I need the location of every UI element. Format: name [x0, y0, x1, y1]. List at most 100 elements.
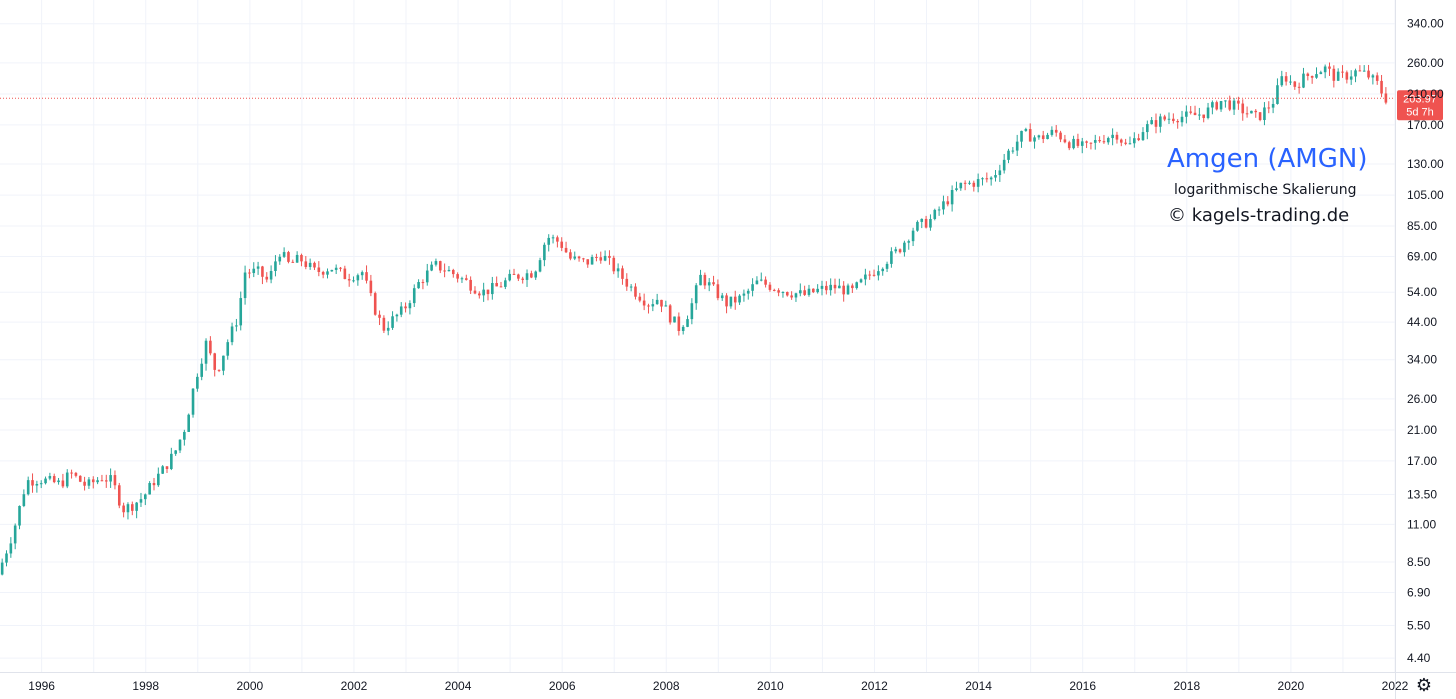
- candle-body: [1159, 116, 1162, 127]
- candle-body: [1085, 141, 1088, 143]
- candle-body: [1241, 103, 1245, 114]
- candle-body: [386, 327, 390, 331]
- candle-body: [465, 278, 468, 280]
- candle-body: [443, 270, 446, 272]
- candle-body: [1133, 138, 1136, 144]
- candle-body: [976, 179, 980, 187]
- chart-copyright: © kagels-trading.de: [1168, 205, 1350, 226]
- candle-body: [1185, 111, 1188, 117]
- candle-body: [9, 543, 13, 554]
- candle-body: [1089, 142, 1093, 144]
- candle-body: [148, 483, 151, 495]
- candle-body: [677, 316, 681, 332]
- candle-body: [1067, 142, 1071, 149]
- y-tick-label: 44.00: [1407, 315, 1437, 329]
- candle-body: [1050, 129, 1054, 135]
- candle-body: [65, 472, 69, 487]
- candle-body: [1111, 134, 1114, 139]
- candle-body: [642, 300, 646, 306]
- candle-body: [599, 257, 603, 261]
- candle-body: [61, 480, 65, 487]
- candle-body: [317, 267, 321, 272]
- candle-body: [625, 278, 629, 287]
- candle-body: [838, 285, 841, 289]
- candle-body: [1098, 140, 1101, 142]
- candle-body: [451, 269, 455, 275]
- candle-body: [495, 283, 498, 287]
- candle-body: [729, 296, 733, 307]
- candle-body: [1319, 72, 1323, 75]
- candle-body: [1280, 76, 1284, 86]
- candle-body: [1198, 114, 1201, 116]
- candle-body: [929, 218, 932, 228]
- candle-body: [1358, 70, 1362, 72]
- candle-body: [673, 316, 676, 323]
- candle-body: [586, 259, 590, 265]
- candle-body: [595, 256, 598, 258]
- x-tick-label: 2018: [1173, 679, 1200, 693]
- candle-body: [347, 279, 351, 281]
- candle-body: [903, 242, 906, 253]
- candle-body: [569, 252, 572, 259]
- candle-body: [399, 306, 403, 315]
- candle-body: [360, 272, 364, 276]
- candle-body: [178, 439, 182, 451]
- candle-body: [308, 262, 312, 267]
- candle-body: [1124, 142, 1127, 144]
- y-tick-label: 26.00: [1407, 392, 1437, 406]
- candle-body: [1367, 70, 1370, 78]
- candle-body: [694, 285, 698, 304]
- candle-body: [139, 499, 143, 503]
- y-tick-label: 69.00: [1407, 249, 1437, 263]
- candle-body: [924, 218, 928, 228]
- candle-body: [1189, 111, 1192, 113]
- candle-body: [1254, 110, 1258, 113]
- candle-body: [582, 258, 585, 260]
- candle-body: [157, 473, 160, 486]
- candle-body: [165, 466, 169, 470]
- candle-body: [1289, 81, 1292, 83]
- x-tick-label: 2004: [445, 679, 472, 693]
- candle-body: [720, 295, 724, 299]
- x-tick-label: 2000: [236, 679, 263, 693]
- candle-body: [473, 290, 477, 294]
- candle-body: [278, 256, 282, 262]
- candle-body: [1202, 114, 1206, 119]
- candle-body: [508, 273, 511, 281]
- candle-body: [122, 505, 125, 513]
- candle-body: [104, 480, 108, 482]
- x-tick-label: 2012: [861, 679, 888, 693]
- gear-icon[interactable]: ⚙: [1415, 675, 1433, 696]
- candle-body: [1323, 66, 1327, 73]
- candle-body: [1375, 75, 1379, 81]
- candle-body: [491, 283, 494, 295]
- candle-body: [655, 299, 659, 305]
- candle-body: [877, 271, 880, 276]
- candle-body: [352, 280, 355, 282]
- candle-body: [39, 483, 43, 485]
- candle-body: [1328, 66, 1331, 69]
- candle-body: [933, 209, 937, 219]
- candle-body: [564, 247, 568, 253]
- candle-body: [681, 326, 685, 332]
- candle-body: [1315, 74, 1318, 78]
- candle-body: [113, 475, 117, 486]
- candle-body: [781, 292, 785, 294]
- candle-body: [1119, 139, 1123, 143]
- candle-body: [382, 317, 386, 331]
- candle-body: [161, 466, 164, 474]
- candle-body: [330, 269, 334, 272]
- y-tick-label: 17.00: [1407, 454, 1437, 468]
- candle-body: [634, 286, 637, 297]
- candle-body: [1245, 113, 1249, 115]
- candle-body: [1080, 141, 1084, 146]
- candle-body: [1293, 81, 1297, 87]
- candle-body: [764, 279, 767, 285]
- chart-subtitle: logarithmische Skalierung: [1174, 182, 1357, 198]
- countdown-label: 5d 7h: [1406, 106, 1434, 118]
- x-tick-label: 2008: [653, 679, 680, 693]
- candle-body: [274, 261, 277, 271]
